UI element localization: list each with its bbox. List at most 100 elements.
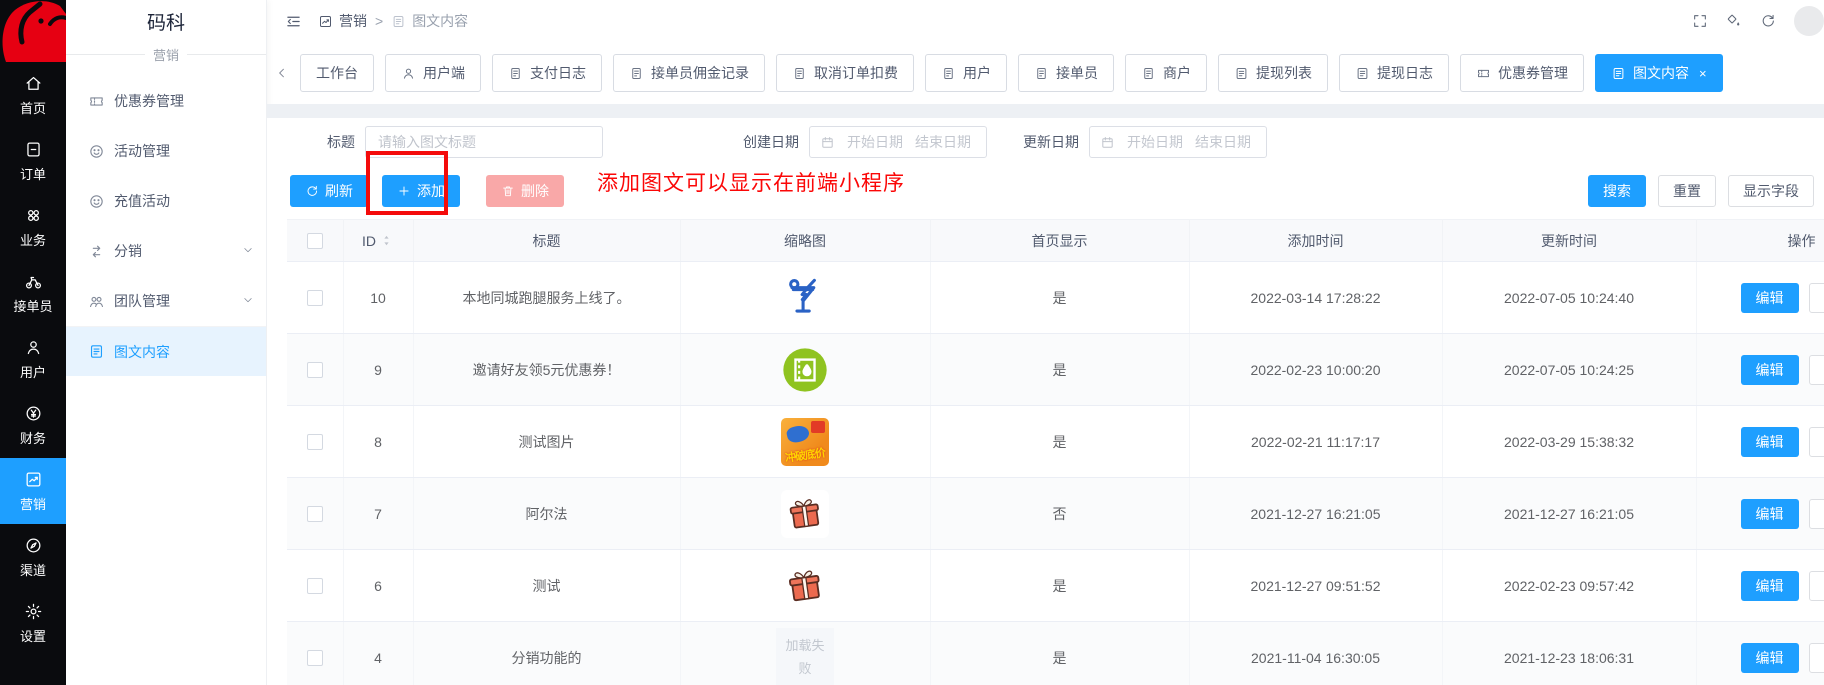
tab-label: 支付日志 bbox=[530, 65, 586, 81]
update-date-range-picker[interactable]: 开始日期 结束日期 bbox=[1089, 126, 1267, 158]
rail-item-settings[interactable]: 设置 bbox=[0, 590, 66, 656]
title-input[interactable] bbox=[378, 134, 590, 150]
cell-home-show: 是 bbox=[930, 549, 1190, 622]
rail-item-home[interactable]: 首页 bbox=[0, 62, 66, 128]
rail-item-finance[interactable]: 财务 bbox=[0, 392, 66, 458]
smiley-icon bbox=[88, 143, 105, 160]
team-icon bbox=[88, 293, 105, 310]
rail-item-marketing[interactable]: 营销 bbox=[0, 458, 66, 524]
rail-item-label: 接单员 bbox=[13, 298, 53, 314]
edit-button[interactable]: 编辑 bbox=[1740, 282, 1799, 313]
phone-doc-icon bbox=[508, 66, 523, 81]
menu-item-team-management[interactable]: 团队管理 bbox=[66, 276, 266, 326]
more-button-clipped[interactable]: 更 bbox=[1808, 426, 1824, 457]
menu-item-article-content[interactable]: 图文内容 bbox=[66, 326, 266, 376]
plus-icon bbox=[397, 184, 411, 198]
cell-updated: 2022-02-23 09:57:42 bbox=[1442, 549, 1697, 622]
edit-button[interactable]: 编辑 bbox=[1740, 642, 1799, 673]
refresh-icon bbox=[305, 184, 319, 198]
rail-item-courier[interactable]: 接单员 bbox=[0, 260, 66, 326]
avatar[interactable] bbox=[1794, 6, 1824, 36]
more-button-clipped[interactable]: 更 bbox=[1808, 570, 1824, 601]
courier-bike-icon bbox=[24, 272, 43, 291]
close-icon[interactable]: × bbox=[1699, 65, 1707, 81]
show-columns-button[interactable]: 显示字段 bbox=[1728, 175, 1814, 207]
row-checkbox[interactable] bbox=[306, 650, 323, 667]
rail-item-label: 设置 bbox=[19, 628, 46, 644]
rail-item-channels[interactable]: 渠道 bbox=[0, 524, 66, 590]
header-thumbnail: 缩略图 bbox=[680, 219, 931, 262]
tab-label: 取消订单扣费 bbox=[814, 65, 898, 81]
edit-button[interactable]: 编辑 bbox=[1740, 426, 1799, 457]
fullscreen-icon[interactable] bbox=[1692, 13, 1708, 29]
tab-client[interactable]: 用户端 bbox=[385, 54, 481, 92]
delete-button-disabled[interactable]: 删除 bbox=[486, 175, 564, 207]
rail-item-business[interactable]: 业务 bbox=[0, 194, 66, 260]
cell-thumbnail: 冲破底价 bbox=[680, 405, 931, 478]
rail-item-orders[interactable]: 订单 bbox=[0, 128, 66, 194]
filter-row: 标题 创建日期 开始日期 结束日期 更新日期 开始日期 结束日期 bbox=[327, 125, 1824, 159]
menu-item-activity-management[interactable]: 活动管理 bbox=[66, 126, 266, 176]
edit-button[interactable]: 编辑 bbox=[1740, 570, 1799, 601]
menu-item-coupon-management[interactable]: 优惠券管理 bbox=[66, 76, 266, 126]
tab-courier-commission[interactable]: 接单员佣金记录 bbox=[613, 54, 765, 92]
more-button-clipped[interactable]: 更 bbox=[1808, 642, 1824, 673]
tab-couriers[interactable]: 接单员 bbox=[1018, 54, 1114, 92]
edit-label: 编辑 bbox=[1755, 433, 1784, 450]
add-button[interactable]: 添加 bbox=[382, 175, 460, 207]
tab-payment-log[interactable]: 支付日志 bbox=[492, 54, 602, 92]
cell-title: 测试 bbox=[413, 549, 681, 622]
row-checkbox[interactable] bbox=[306, 362, 323, 379]
id-sort-control[interactable]: ID bbox=[362, 233, 394, 249]
theme-skin-icon[interactable] bbox=[1726, 13, 1742, 29]
rail-item-users[interactable]: 用户 bbox=[0, 326, 66, 392]
more-button-clipped[interactable]: 更 bbox=[1808, 498, 1824, 529]
header-id: ID bbox=[343, 219, 414, 262]
more-button-clipped[interactable]: 更 bbox=[1808, 354, 1824, 385]
home-icon bbox=[24, 74, 43, 93]
tab-coupon-management[interactable]: 优惠券管理 bbox=[1460, 54, 1584, 92]
create-date-range-picker[interactable]: 开始日期 结束日期 bbox=[809, 126, 987, 158]
start-date-placeholder: 开始日期 bbox=[847, 134, 903, 150]
menu-group-label: 营销 bbox=[153, 47, 180, 63]
edit-label: 编辑 bbox=[1755, 577, 1784, 594]
secondary-sidebar: 码科 营销 优惠券管理 活动管理 充值活动 分销 团队管理 图文内容 bbox=[66, 0, 267, 685]
ticket-icon bbox=[1476, 66, 1491, 81]
topbar-actions bbox=[1692, 6, 1824, 36]
tab-withdraw-log[interactable]: 提现日志 bbox=[1339, 54, 1449, 92]
chevron-left-icon[interactable] bbox=[275, 66, 289, 80]
row-checkbox[interactable] bbox=[306, 434, 323, 451]
toolbar-right: 搜索 重置 显示字段 bbox=[1588, 175, 1824, 207]
menu-fold-icon[interactable] bbox=[285, 13, 302, 30]
tab-workbench[interactable]: 工作台 bbox=[300, 54, 374, 92]
phone-doc-icon bbox=[941, 66, 956, 81]
reload-icon[interactable] bbox=[1760, 13, 1776, 29]
edit-button[interactable]: 编辑 bbox=[1740, 498, 1799, 529]
header-operations: 操作 bbox=[1696, 219, 1824, 262]
search-button[interactable]: 搜索 bbox=[1588, 175, 1646, 207]
menu-item-distribution[interactable]: 分销 bbox=[66, 226, 266, 276]
gift-icon bbox=[784, 493, 826, 535]
reset-button[interactable]: 重置 bbox=[1658, 175, 1716, 207]
rail-item-label: 财务 bbox=[19, 430, 46, 446]
row-checkbox[interactable] bbox=[306, 578, 323, 595]
tab-cancel-order-fee[interactable]: 取消订单扣费 bbox=[776, 54, 914, 92]
more-button-clipped[interactable]: 更 bbox=[1808, 282, 1824, 313]
edit-button[interactable]: 编辑 bbox=[1740, 354, 1799, 385]
refresh-button[interactable]: 刷新 bbox=[290, 175, 368, 207]
brand-logo-horse-icon[interactable] bbox=[0, 0, 66, 62]
row-checkbox[interactable] bbox=[306, 290, 323, 307]
end-date-placeholder: 结束日期 bbox=[915, 134, 971, 150]
header-id-label: ID bbox=[362, 232, 376, 249]
breadcrumb-article-content[interactable]: 图文内容 bbox=[391, 11, 468, 31]
select-all-checkbox[interactable] bbox=[306, 233, 323, 250]
tab-users[interactable]: 用户 bbox=[925, 54, 1007, 92]
tab-withdraw-list[interactable]: 提现列表 bbox=[1218, 54, 1328, 92]
breadcrumb-marketing[interactable]: 营销 bbox=[318, 11, 367, 31]
toolbar-row: 刷新 添加 删除 搜索 重置 显示字段 bbox=[267, 175, 1824, 207]
row-checkbox[interactable] bbox=[306, 506, 323, 523]
menu-item-recharge-activity[interactable]: 充值活动 bbox=[66, 176, 266, 226]
tab-merchants[interactable]: 商户 bbox=[1125, 54, 1207, 92]
tab-article-content-active[interactable]: 图文内容 × bbox=[1595, 54, 1723, 92]
edit-label: 编辑 bbox=[1755, 289, 1784, 306]
